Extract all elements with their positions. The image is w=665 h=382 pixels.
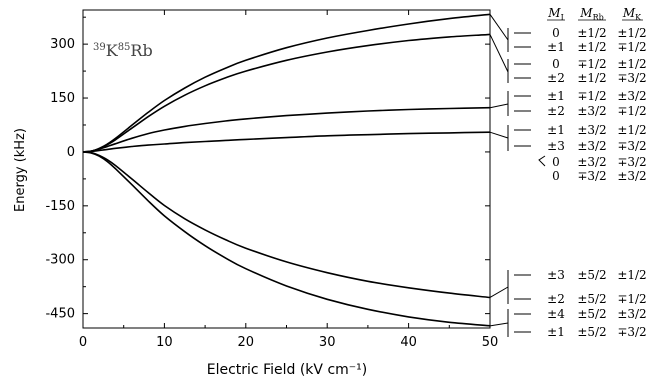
state-row-8-col-2: ±3/2 xyxy=(577,139,606,153)
x-tick-label: 20 xyxy=(238,335,255,350)
state-row-14-col-3: ∓3/2 xyxy=(617,325,646,339)
molecule-label: 39K85Rb xyxy=(93,41,153,60)
state-row-13-col-3: ±3/2 xyxy=(617,307,646,321)
connector-3 xyxy=(489,103,509,109)
series-line-6 xyxy=(82,151,491,327)
x-tick-label: 40 xyxy=(400,335,417,350)
state-row-7-col-3: ±1/2 xyxy=(617,123,646,137)
series-line-5 xyxy=(82,151,491,299)
state-row-8-col-1: ±3 xyxy=(547,139,565,153)
y-tick-label: 150 xyxy=(50,91,75,106)
connector-4 xyxy=(489,131,509,139)
series-line-3 xyxy=(82,106,491,153)
degenerate-bracket xyxy=(538,155,546,167)
state-row-5-col-1: ±1 xyxy=(547,89,565,103)
state-row-8-col-3: ∓3/2 xyxy=(617,139,646,153)
state-row-3-col-2: ∓1/2 xyxy=(577,57,606,71)
state-row-7-col-1: ±1 xyxy=(547,123,565,137)
state-row-12-col-3: ∓1/2 xyxy=(617,292,646,306)
molecule-sup2: 85 xyxy=(118,42,131,53)
state-row-12-col-1: ±2 xyxy=(547,292,565,306)
y-tick-label: 0 xyxy=(67,145,75,160)
header-mi: MI xyxy=(547,6,563,22)
state-row-3-col-3: ±1/2 xyxy=(617,57,646,71)
state-row-7-col-2: ±3/2 xyxy=(577,123,606,137)
state-row-14-col-1: ±1 xyxy=(547,325,565,339)
y-tick-label: -300 xyxy=(45,253,75,268)
connector-5 xyxy=(489,286,509,298)
x-tick-label: 50 xyxy=(482,335,499,350)
state-row-13-col-1: ±4 xyxy=(547,307,565,321)
state-table: 0 ±1/2 ±1/2±1 ±1/2 ∓1/20 ∓1/2 ±1/2±2 ±1/2 ∓3/2±1… xyxy=(547,26,647,339)
state-row-5-col-2: ∓1/2 xyxy=(577,89,606,103)
molecule-base1: K xyxy=(106,41,119,60)
state-row-5-col-3: ±3/2 xyxy=(617,89,646,103)
connector-6 xyxy=(489,322,509,327)
state-row-1-col-2: ±1/2 xyxy=(577,26,606,40)
series-line-4 xyxy=(82,131,491,153)
state-row-2-col-1: ±1 xyxy=(547,40,565,54)
axis-ticks: 0 10 20 30 40 50 300 150 0 -150 -300 -450 xyxy=(45,10,498,350)
state-row-13-col-2: ±5/2 xyxy=(577,307,606,321)
state-row-1-col-1: 0 xyxy=(552,26,560,40)
x-tick-label: 10 xyxy=(156,335,173,350)
state-row-9-col-3: ∓3/2 xyxy=(617,155,646,169)
x-axis-label: Electric Field (kV cm⁻¹) xyxy=(207,362,368,378)
state-row-1-col-3: ±1/2 xyxy=(617,26,646,40)
x-tick-label: 0 xyxy=(79,335,87,350)
connector-1 xyxy=(489,14,509,41)
state-row-4-col-1: ±2 xyxy=(547,71,565,85)
x-tick-label: 30 xyxy=(319,335,336,350)
molecule-sup1: 39 xyxy=(93,42,106,53)
molecule-base2: Rb xyxy=(130,41,152,60)
state-table-header: MI MRb MK xyxy=(547,6,643,22)
state-row-9-col-1: 0 xyxy=(552,155,560,169)
state-row-11-col-1: ±3 xyxy=(547,268,565,282)
state-row-2-col-2: ±1/2 xyxy=(577,40,606,54)
state-row-12-col-2: ±5/2 xyxy=(577,292,606,306)
state-row-2-col-3: ∓1/2 xyxy=(617,40,646,54)
state-row-6-col-3: ∓1/2 xyxy=(617,104,646,118)
state-row-11-col-3: ±1/2 xyxy=(617,268,646,282)
state-row-6-col-2: ±3/2 xyxy=(577,104,606,118)
state-row-4-col-3: ∓3/2 xyxy=(617,71,646,85)
state-row-11-col-2: ±5/2 xyxy=(577,268,606,282)
y-tick-label: 300 xyxy=(50,37,75,52)
state-row-3-col-1: 0 xyxy=(552,57,560,71)
connector-2 xyxy=(489,34,509,73)
state-row-6-col-1: ±2 xyxy=(547,104,565,118)
y-tick-label: -450 xyxy=(45,307,75,322)
state-row-9-col-2: ±3/2 xyxy=(577,155,606,169)
state-row-10-col-2: ∓3/2 xyxy=(577,169,606,183)
state-row-14-col-2: ±5/2 xyxy=(577,325,606,339)
y-axis-label: Energy (kHz) xyxy=(13,128,28,212)
state-row-10-col-1: 0 xyxy=(552,169,560,183)
series-layer xyxy=(82,13,491,327)
series-line-1 xyxy=(82,13,491,153)
series-line-2 xyxy=(82,33,491,153)
connector-layer xyxy=(489,14,546,337)
state-row-10-col-3: ±3/2 xyxy=(617,169,646,183)
y-tick-label: -150 xyxy=(45,199,75,214)
state-row-4-col-2: ±1/2 xyxy=(577,71,606,85)
